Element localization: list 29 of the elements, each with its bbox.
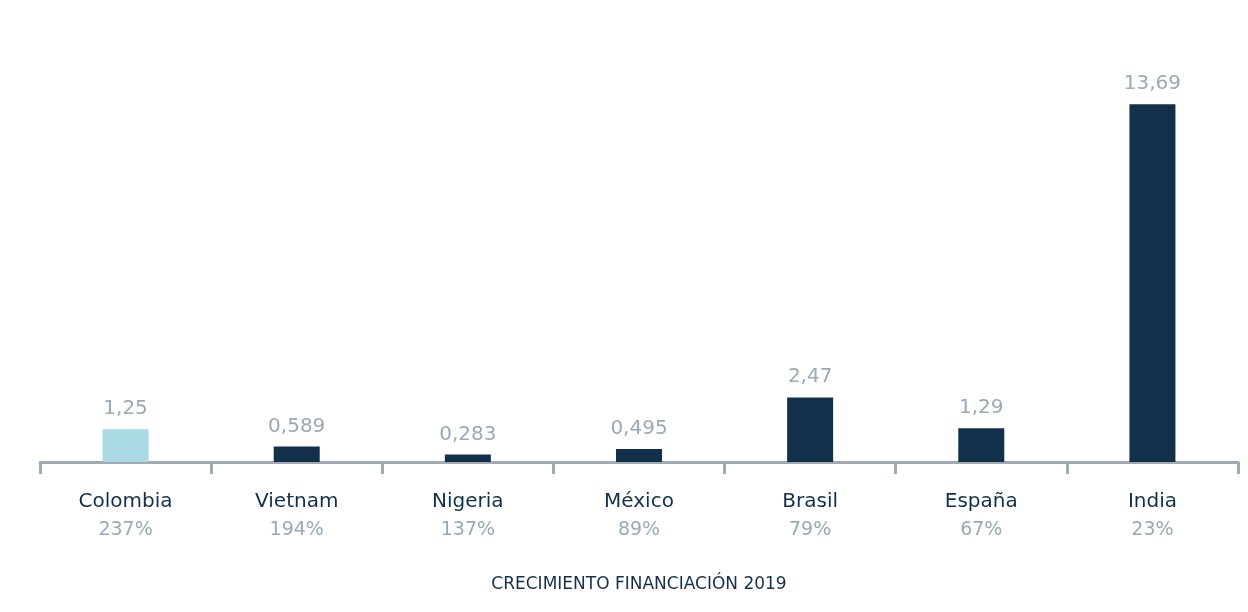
text: 237%: [98, 517, 153, 539]
x-tick-label: México: [604, 488, 674, 512]
bar: [273, 446, 320, 462]
data-label: 1,25: [103, 395, 148, 420]
data-label: 2,47: [787, 363, 833, 388]
text: 23%: [1131, 517, 1174, 539]
data-label: 1,29: [959, 394, 1004, 419]
bar: [1129, 104, 1176, 462]
x-tick-label: Vietnam: [255, 488, 339, 512]
data-label: 0,589: [268, 412, 326, 437]
x-tick-label: Nigeria: [432, 488, 504, 512]
bar: [102, 429, 149, 462]
bar: [444, 454, 491, 462]
data-label: 0,495: [610, 415, 668, 440]
bar: [787, 397, 834, 462]
text: 194%: [269, 517, 324, 539]
x-tick-label: España: [944, 488, 1018, 512]
x-tick-label: Colombia: [78, 488, 173, 512]
data-label: 0,283: [439, 420, 497, 445]
text: 67%: [960, 517, 1003, 539]
bar: [958, 428, 1005, 462]
bar: [616, 449, 662, 462]
x-tick-label: Brasil: [782, 488, 839, 512]
text: 79%: [789, 517, 832, 539]
x-axis-title: CRECIMIENTO FINANCIACIÓN 2019: [491, 571, 787, 593]
data-label: 13,69: [1123, 70, 1182, 95]
text: 137%: [440, 517, 496, 539]
x-tick-label: India: [1127, 488, 1177, 512]
text: 89%: [617, 517, 661, 539]
